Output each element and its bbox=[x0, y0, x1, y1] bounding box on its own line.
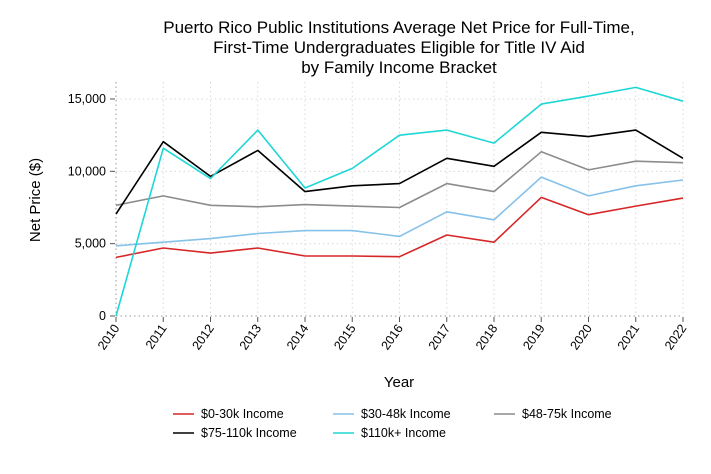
x-tick-label: 2011 bbox=[143, 322, 170, 352]
legend-label: $110k+ Income bbox=[361, 426, 446, 440]
x-tick-label: 2012 bbox=[190, 322, 217, 353]
legend-label: $30-48k Income bbox=[361, 407, 451, 421]
legend: $0-30k Income $30-48k Income $48-75k Incom… bbox=[173, 407, 612, 440]
x-tick-label: 2017 bbox=[426, 322, 453, 353]
x-tick-label: 2020 bbox=[568, 322, 595, 353]
series-lines bbox=[115, 86, 684, 317]
chart-title-line-3: by Family Income Bracket bbox=[301, 58, 497, 77]
x-tick-label: 2022 bbox=[662, 322, 689, 353]
chart-title-line-1: Puerto Rico Public Institutions Average … bbox=[163, 18, 634, 37]
legend-label: $0-30k Income bbox=[201, 407, 284, 421]
x-tick-label: 2014 bbox=[284, 322, 311, 353]
series-line bbox=[115, 129, 684, 215]
legend-label: $48-75k Income bbox=[522, 407, 612, 421]
series-line bbox=[115, 196, 684, 259]
chart-title-line-2: First-Time Undergraduates Eligible for T… bbox=[213, 38, 585, 57]
y-axis-title: Net Price ($) bbox=[27, 158, 44, 242]
x-tick-label: 2010 bbox=[95, 322, 122, 353]
legend-label: $75-110k Income bbox=[201, 426, 297, 440]
series-line bbox=[115, 176, 684, 247]
x-axis-title: Year bbox=[384, 374, 414, 391]
chart-title: Puerto Rico Public Institutions Average … bbox=[163, 18, 634, 77]
y-tick-label: 10,000 bbox=[68, 164, 106, 178]
y-tick-label: 0 bbox=[99, 309, 106, 323]
x-tick-label: 2019 bbox=[520, 322, 547, 353]
y-tick-label: 15,000 bbox=[68, 92, 106, 106]
series-line bbox=[115, 86, 684, 317]
x-tick-label: 2016 bbox=[379, 322, 406, 353]
x-tick-label: 2013 bbox=[237, 322, 264, 353]
x-tick-label: 2015 bbox=[331, 322, 358, 353]
y-tick-label: 5,000 bbox=[75, 237, 106, 251]
x-tick-label: 2021 bbox=[615, 322, 642, 353]
gridlines bbox=[116, 82, 684, 316]
x-tick-label: 2018 bbox=[473, 322, 500, 353]
axes: 0 5,000 10,000 15,000 2010 2011 2012 2013 2014 20… bbox=[68, 82, 689, 353]
series-line bbox=[115, 151, 684, 209]
